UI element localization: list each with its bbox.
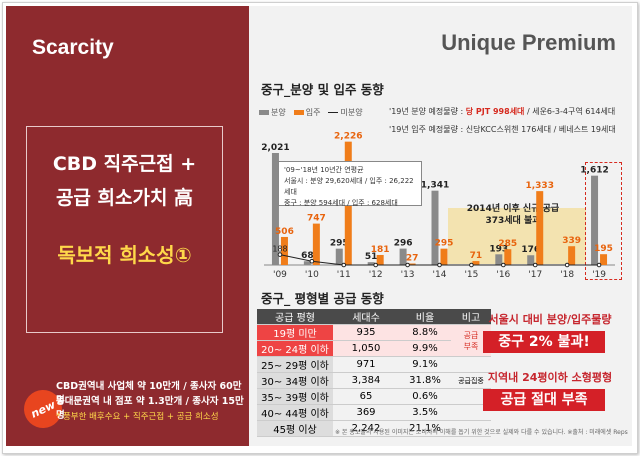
tooltip-line-3: 중구 : 분양 594세대 / 입주 : 628세대 xyxy=(284,199,398,207)
table-cell: 2,242 xyxy=(333,420,399,437)
legend-item-unsold: 미분양 xyxy=(328,107,363,118)
legend-swatch xyxy=(293,110,304,115)
table-cell xyxy=(451,388,491,405)
headline-line1: CBD 직주근접 + xyxy=(52,153,197,175)
info1-prefix: '19년 분양 예정물량 : xyxy=(389,107,466,116)
chart-legend: 분양 입주 미분양 xyxy=(259,107,363,118)
legend-swatch xyxy=(328,112,339,113)
table-row: 40~ 44평 이하 369 3.5% xyxy=(257,404,491,421)
table-cell: 25~ 29평 이하 xyxy=(257,356,333,373)
average-tooltip: '09~'18년 10년간 연평균 서울시 : 분양 29,620세대 / 입주… xyxy=(278,161,422,207)
highlight-label: 2014년 이후 신규 공급 373세대 불과 xyxy=(448,203,578,227)
col-header: 비고 xyxy=(451,309,491,325)
table-cell: 935 xyxy=(333,324,399,341)
tooltip-line-2: 서울시 : 분양 29,620세대 / 입주 : 26,222세대 xyxy=(284,177,414,196)
table-cell xyxy=(451,420,491,437)
table-cell: 35~ 39평 이하 xyxy=(257,388,333,405)
headline-box: CBD 직주근접 + 공급 희소가치 高 독보적 희소성① xyxy=(26,126,223,333)
info-line-2: '19년 입주 예정물량 : 신당KCC스위첸 176세대 / 베네스트 19세… xyxy=(389,125,616,134)
table-cell: 65 xyxy=(333,388,399,405)
bullet-1: CBD권역내 사업체 약 10만개 / 종사자 60만명 xyxy=(56,381,242,406)
table-cell: 369 xyxy=(333,404,399,421)
table-cell: 31.8% xyxy=(399,372,451,389)
left-panel: Scarcity CBD 직주근접 + 공급 희소가치 高 독보적 희소성① n… xyxy=(6,6,249,446)
table-row: 45평 이상 2,242 21.1% xyxy=(257,420,491,437)
legend-label: 분양 xyxy=(271,108,286,117)
table-row: 35~ 39평 이하 65 0.6% xyxy=(257,388,491,405)
table-cell: 9.9% xyxy=(399,340,451,357)
table-cell xyxy=(451,404,491,421)
callout-line-1: 서울시 대비 분양/입주물량 xyxy=(488,313,612,326)
table-cell: 1,050 xyxy=(333,340,399,357)
col-header: 공급 평형 xyxy=(257,309,333,325)
table-row: 30~ 34평 이하 3,384 31.8% 공급집중 xyxy=(257,372,491,389)
size-supply-table: 공급 평형 세대수 비율 비고 19평 미만 935 8.8% 공급 부족 20~ 24… xyxy=(257,309,491,437)
forecast-box xyxy=(585,162,622,280)
info1-suffix: / 세운6-3-4구역 614세대 xyxy=(524,107,616,116)
table-cell: 공급집중 xyxy=(451,372,491,389)
col-header: 비율 xyxy=(399,309,451,325)
table-header-row: 공급 평형 세대수 비율 비고 xyxy=(257,309,491,325)
table-cell: 45평 이상 xyxy=(257,420,333,437)
table-cell xyxy=(451,356,491,373)
legend-item-move: 입주 xyxy=(293,107,321,118)
headline-line2: 공급 희소가치 高 xyxy=(55,187,194,209)
table-row: 25~ 29평 이하 971 9.1% xyxy=(257,356,491,373)
col-header: 세대수 xyxy=(333,309,399,325)
info-line-1: '19년 분양 예정물량 : 당 PJT 998세대 / 세운6-3-4구역 6… xyxy=(389,106,615,117)
callout-box-2: 공급 절대 부족 xyxy=(483,389,605,411)
table-cell: 9.1% xyxy=(399,356,451,373)
table-cell: 40~ 44평 이하 xyxy=(257,404,333,421)
table-cell: 0.6% xyxy=(399,388,451,405)
section2-title: 중구_ 평형별 공급 동향 xyxy=(261,291,384,306)
callout-line-2: 지역내 24평이하 소형평형 xyxy=(487,371,613,384)
legend-swatch xyxy=(259,110,269,115)
footer-note: ※ 본 홍보물의 사용된 이미지는 소비자의 이해를 돕기 위한 것으로 실제와… xyxy=(335,429,628,436)
table-cell: 3.5% xyxy=(399,404,451,421)
page-title: Unique Premium xyxy=(441,30,616,55)
highlight-label-1: 2014년 이후 신규 공급 xyxy=(466,204,560,214)
bullet-note: * 풍부한 배후수요 + 직주근접 + 공급 희소성 xyxy=(56,412,219,422)
table-row: 19평 미만 935 8.8% 공급 부족 xyxy=(257,324,491,357)
brand-title: Scarcity xyxy=(32,36,114,59)
bullet-2: 동대문권역 내 점포 약 1.3만개 / 종사자 15만명 xyxy=(56,396,244,421)
callout-box-1: 중구 2% 불과! xyxy=(483,331,605,353)
table-cell: 3,384 xyxy=(333,372,399,389)
legend-label: 미분양 xyxy=(340,108,363,117)
legend-item-sale: 분양 xyxy=(259,107,286,118)
info1-highlight: 당 PJT 998세대 xyxy=(465,107,525,116)
highlight-label-2: 373세대 불과 xyxy=(485,216,541,226)
tooltip-line-1: '09~'18년 10년간 연평균 xyxy=(284,166,364,174)
headline-line3: 독보적 희소성① xyxy=(57,243,192,267)
table-cell: 971 xyxy=(333,356,399,373)
section1-title: 중구_분양 및 입주 동향 xyxy=(261,82,384,97)
table-row: 20~ 24평 이하 1,050 9.9% xyxy=(257,340,491,357)
table-cell: 30~ 34평 이하 xyxy=(257,372,333,389)
table-cell: 21.1% xyxy=(399,420,451,437)
table-cell: 19평 미만 xyxy=(257,324,333,341)
legend-label: 입주 xyxy=(305,108,321,117)
table-cell: 20~ 24평 이하 xyxy=(257,340,333,357)
table-cell: 8.8% xyxy=(399,324,451,341)
